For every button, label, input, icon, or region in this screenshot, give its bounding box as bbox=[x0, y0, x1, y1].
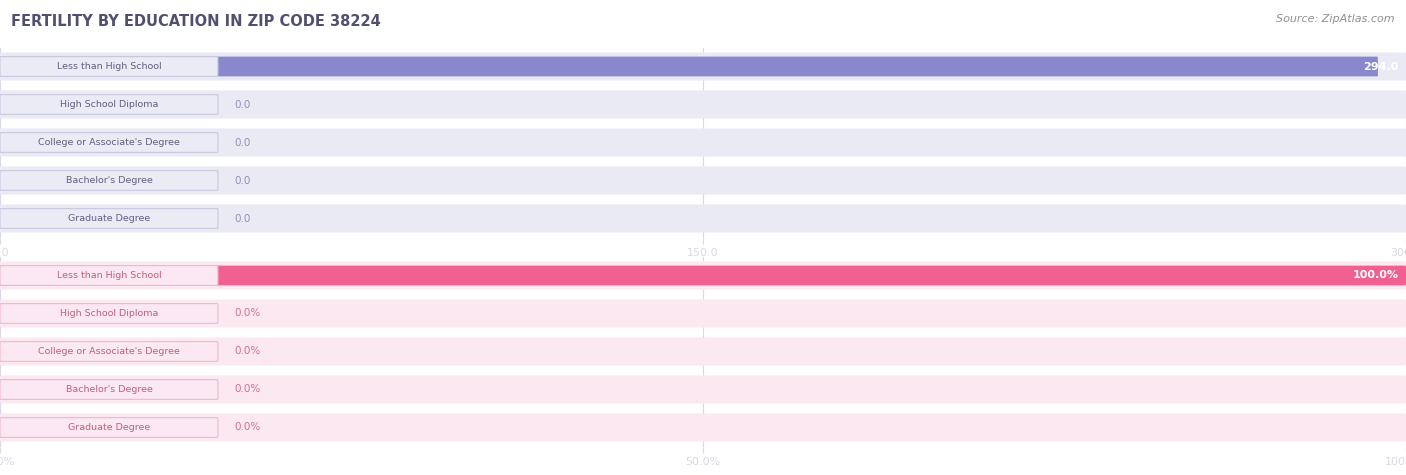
Text: 0.0%: 0.0% bbox=[235, 346, 262, 357]
FancyBboxPatch shape bbox=[0, 413, 1406, 442]
Text: 0.0%: 0.0% bbox=[235, 308, 262, 319]
Text: Less than High School: Less than High School bbox=[56, 62, 162, 71]
Text: Bachelor's Degree: Bachelor's Degree bbox=[66, 385, 152, 394]
Text: 0.0: 0.0 bbox=[235, 137, 252, 148]
FancyBboxPatch shape bbox=[0, 304, 218, 323]
Text: 294.0: 294.0 bbox=[1364, 61, 1399, 72]
FancyBboxPatch shape bbox=[0, 133, 218, 152]
FancyBboxPatch shape bbox=[0, 266, 218, 285]
FancyBboxPatch shape bbox=[0, 52, 1406, 81]
Text: 0.0%: 0.0% bbox=[235, 422, 262, 433]
FancyBboxPatch shape bbox=[0, 261, 1406, 290]
FancyBboxPatch shape bbox=[0, 337, 1406, 366]
FancyBboxPatch shape bbox=[0, 342, 218, 361]
FancyBboxPatch shape bbox=[0, 266, 1406, 285]
Text: High School Diploma: High School Diploma bbox=[60, 100, 157, 109]
FancyBboxPatch shape bbox=[0, 171, 218, 190]
FancyBboxPatch shape bbox=[0, 95, 218, 114]
Text: FERTILITY BY EDUCATION IN ZIP CODE 38224: FERTILITY BY EDUCATION IN ZIP CODE 38224 bbox=[11, 14, 381, 29]
FancyBboxPatch shape bbox=[0, 204, 1406, 233]
FancyBboxPatch shape bbox=[0, 166, 1406, 195]
Text: 0.0: 0.0 bbox=[235, 175, 252, 186]
Text: 0.0: 0.0 bbox=[235, 213, 252, 224]
Text: 0.0%: 0.0% bbox=[235, 384, 262, 395]
Text: College or Associate's Degree: College or Associate's Degree bbox=[38, 138, 180, 147]
FancyBboxPatch shape bbox=[0, 90, 1406, 119]
Text: Less than High School: Less than High School bbox=[56, 271, 162, 280]
Text: High School Diploma: High School Diploma bbox=[60, 309, 157, 318]
FancyBboxPatch shape bbox=[0, 209, 218, 228]
Text: 100.0%: 100.0% bbox=[1353, 270, 1399, 281]
FancyBboxPatch shape bbox=[0, 418, 218, 437]
FancyBboxPatch shape bbox=[0, 375, 1406, 404]
FancyBboxPatch shape bbox=[0, 128, 1406, 157]
Text: Source: ZipAtlas.com: Source: ZipAtlas.com bbox=[1277, 14, 1395, 24]
Text: Graduate Degree: Graduate Degree bbox=[67, 214, 150, 223]
Text: Bachelor's Degree: Bachelor's Degree bbox=[66, 176, 152, 185]
FancyBboxPatch shape bbox=[0, 299, 1406, 328]
Text: College or Associate's Degree: College or Associate's Degree bbox=[38, 347, 180, 356]
FancyBboxPatch shape bbox=[0, 57, 1378, 76]
Text: Graduate Degree: Graduate Degree bbox=[67, 423, 150, 432]
FancyBboxPatch shape bbox=[0, 380, 218, 399]
Text: 0.0: 0.0 bbox=[235, 99, 252, 110]
FancyBboxPatch shape bbox=[0, 57, 218, 76]
